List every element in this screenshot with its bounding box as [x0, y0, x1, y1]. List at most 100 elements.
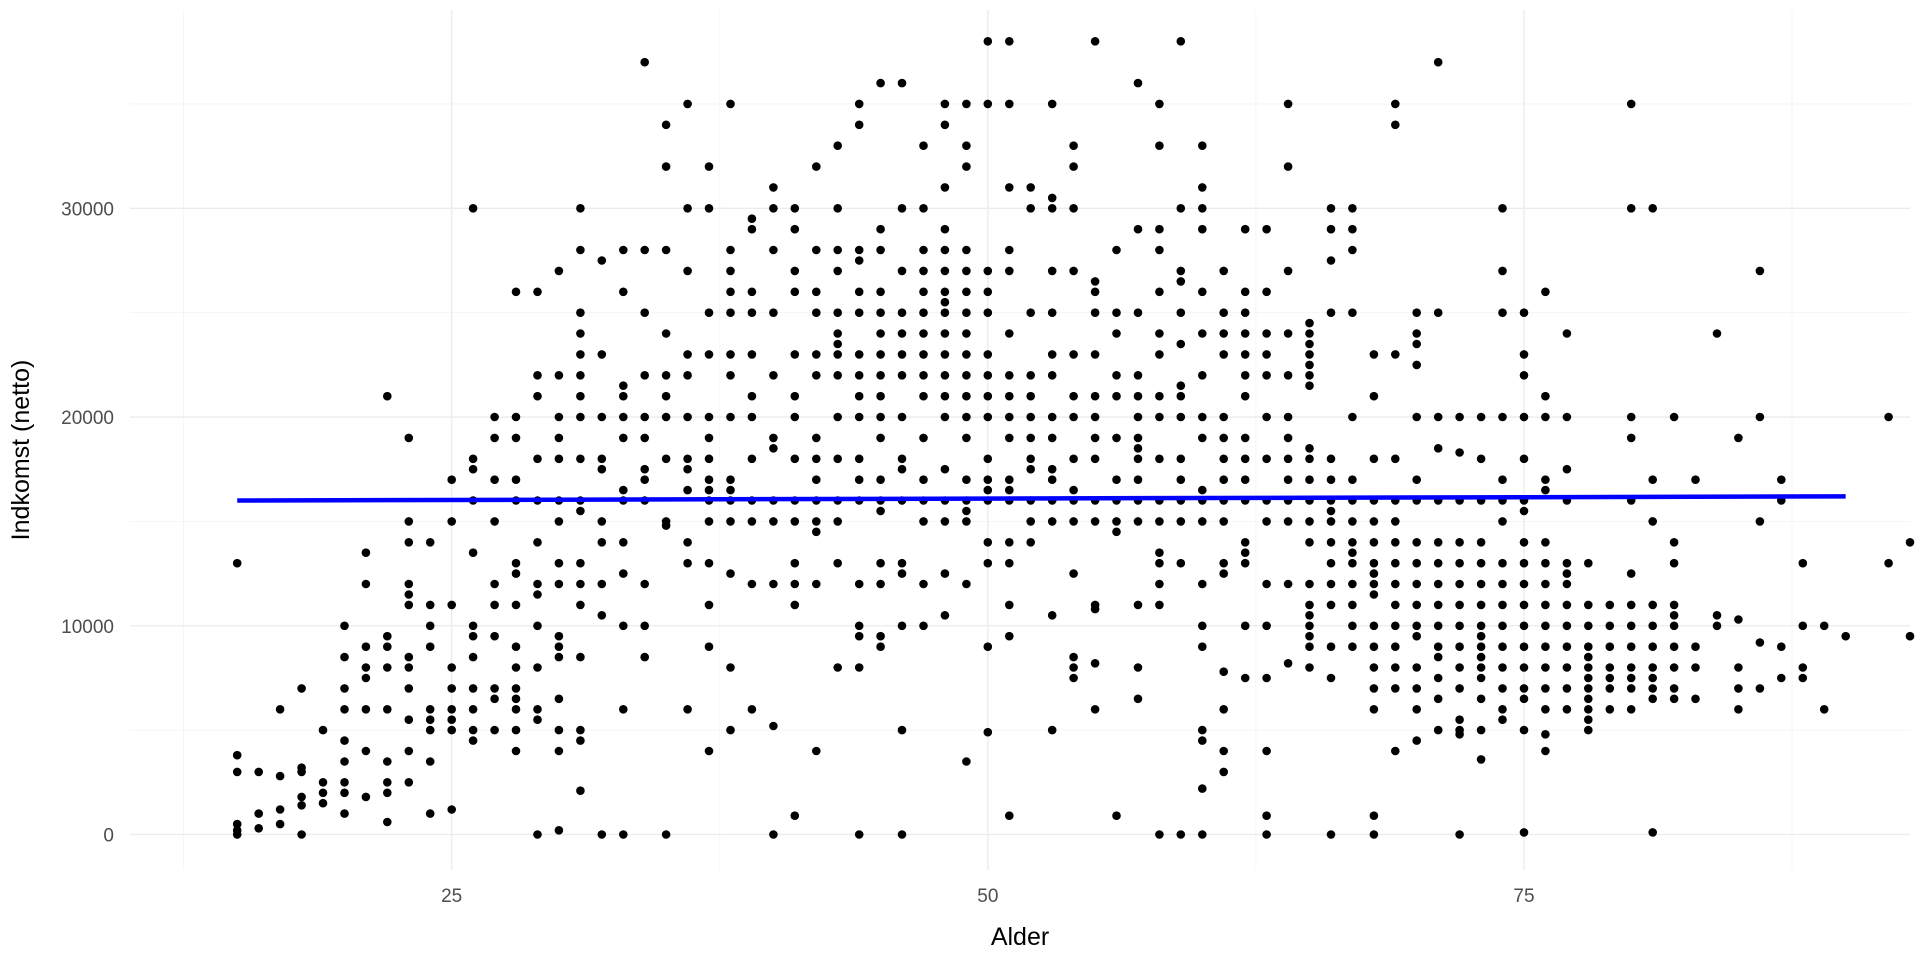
data-point — [962, 579, 971, 589]
data-point — [1155, 830, 1164, 839]
data-point — [554, 371, 564, 380]
data-point — [1498, 684, 1507, 693]
data-point — [1433, 558, 1443, 568]
data-point — [1262, 811, 1271, 820]
data-point — [1198, 725, 1207, 735]
data-point — [704, 642, 714, 651]
data-point — [361, 746, 371, 756]
data-point — [1219, 433, 1228, 443]
data-point — [597, 256, 607, 265]
data-point — [1562, 579, 1572, 589]
data-point — [1240, 391, 1250, 401]
data-point — [876, 371, 885, 380]
data-point — [511, 663, 521, 672]
data-point — [940, 517, 950, 526]
data-point — [854, 631, 864, 641]
data-point — [940, 183, 950, 192]
data-point — [1391, 350, 1400, 359]
data-point — [1283, 162, 1293, 171]
data-point — [1219, 667, 1228, 676]
data-point — [340, 809, 349, 818]
data-point — [1391, 538, 1400, 547]
data-point — [876, 245, 885, 255]
data-point — [1455, 538, 1464, 547]
data-point — [361, 663, 371, 672]
data-point — [1433, 538, 1443, 547]
data-point — [1283, 412, 1293, 422]
data-point — [854, 287, 864, 297]
data-point — [1691, 642, 1700, 651]
data-point — [833, 204, 842, 213]
data-point — [769, 371, 778, 380]
data-point — [468, 454, 478, 464]
data-point — [1305, 350, 1314, 359]
data-point — [1283, 659, 1293, 668]
data-point — [1476, 600, 1486, 610]
data-point — [1219, 412, 1228, 422]
data-point — [1326, 517, 1336, 526]
data-point — [1369, 642, 1379, 651]
data-point — [1005, 371, 1014, 380]
data-point — [940, 224, 950, 234]
data-point — [854, 120, 864, 130]
data-point — [854, 256, 864, 265]
data-point — [1198, 329, 1207, 338]
data-point — [1348, 308, 1357, 318]
data-point — [511, 287, 521, 297]
data-point — [854, 830, 864, 839]
data-point — [1584, 705, 1593, 714]
data-point — [1219, 329, 1228, 338]
data-point — [1047, 611, 1057, 620]
data-point — [1155, 224, 1164, 234]
data-point — [704, 485, 714, 495]
data-point — [340, 652, 349, 662]
data-point — [983, 99, 993, 109]
data-point — [554, 517, 564, 526]
data-point — [1283, 371, 1293, 380]
data-point — [1026, 391, 1035, 401]
data-point — [897, 78, 907, 88]
data-point — [876, 558, 885, 568]
data-point — [1090, 391, 1100, 401]
data-point — [1648, 673, 1657, 683]
data-point — [1240, 350, 1250, 359]
data-point — [1412, 600, 1421, 610]
data-point — [726, 569, 735, 578]
data-point — [1648, 828, 1657, 837]
x-tick-label: 50 — [977, 886, 998, 907]
data-point — [1605, 621, 1615, 631]
data-point — [962, 757, 971, 766]
data-point — [940, 371, 950, 380]
data-point — [1476, 694, 1486, 704]
data-point — [1412, 538, 1421, 547]
data-point — [1369, 558, 1379, 568]
data-point — [897, 266, 907, 276]
data-point — [383, 817, 392, 827]
data-point — [404, 684, 414, 693]
data-point — [490, 631, 499, 641]
data-point — [1305, 538, 1314, 547]
data-point — [1219, 475, 1228, 485]
data-point — [361, 579, 371, 589]
data-point — [1626, 705, 1636, 714]
data-point — [833, 339, 842, 349]
data-point — [1712, 621, 1722, 631]
data-point — [1626, 204, 1636, 213]
data-point — [511, 642, 521, 651]
data-point — [897, 830, 907, 839]
data-point — [1155, 600, 1164, 610]
data-point — [897, 308, 907, 318]
data-point — [554, 558, 564, 568]
data-point — [1155, 412, 1164, 422]
data-point — [1905, 631, 1915, 641]
data-point — [1562, 684, 1572, 693]
data-point — [1326, 475, 1336, 485]
data-point — [1369, 579, 1379, 589]
data-point — [1198, 141, 1207, 150]
data-point — [726, 287, 735, 297]
data-point — [404, 433, 414, 443]
data-point — [1391, 746, 1400, 756]
data-point — [1433, 621, 1443, 631]
data-point — [854, 99, 864, 109]
data-point — [1090, 308, 1100, 318]
